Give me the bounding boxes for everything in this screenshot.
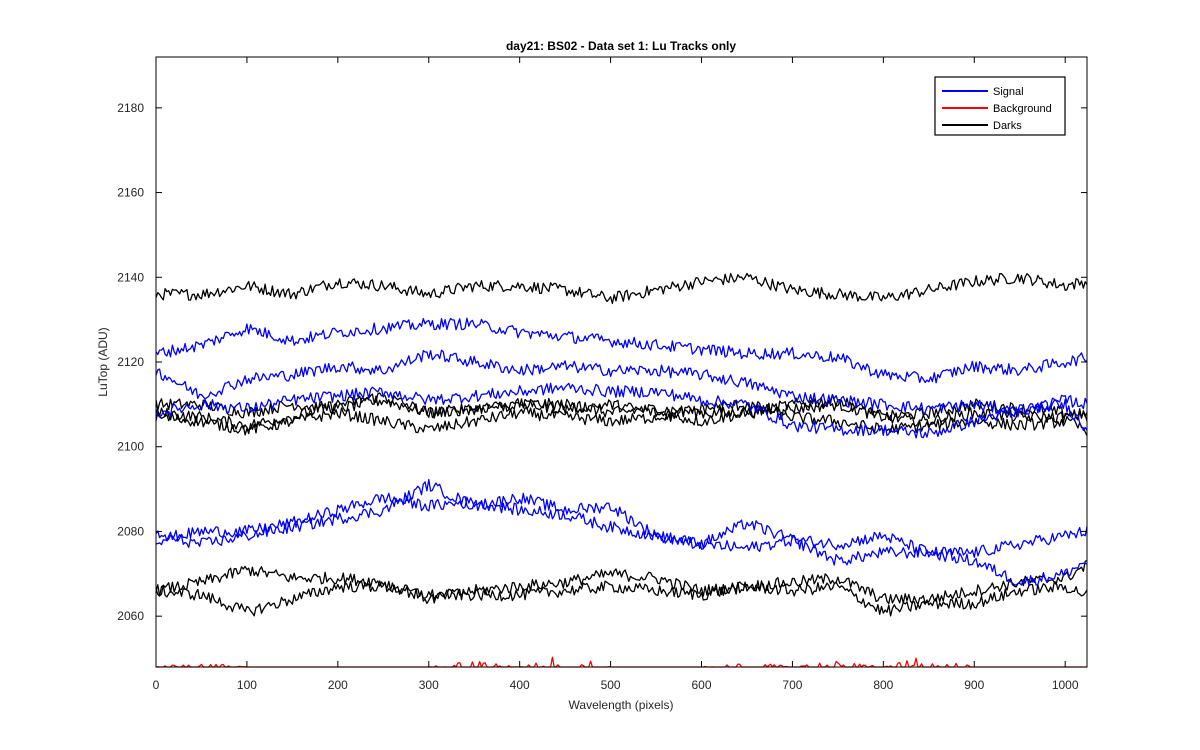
y-tick-label: 2140 <box>117 270 144 284</box>
series-line-signal-2 <box>155 382 1088 439</box>
series-line-signal-1 <box>155 349 1088 418</box>
x-tick-label: 1000 <box>1052 678 1079 692</box>
series-line-darks-8 <box>155 392 1088 431</box>
x-tick-label: 300 <box>419 678 439 692</box>
x-tick-label: 400 <box>510 678 530 692</box>
series-line-darks-11 <box>155 580 1088 617</box>
x-tick-label: 100 <box>237 678 257 692</box>
x-axis: 0 100 200 300 400 500 600 700 800 900 1000 <box>153 57 1079 692</box>
x-tick-label: 500 <box>601 678 621 692</box>
series-line-darks-10 <box>155 559 1088 606</box>
y-tick-label: 2080 <box>117 524 144 538</box>
x-tick-label: 800 <box>873 678 893 692</box>
y-axis-label: LuTop (ADU) <box>96 327 110 396</box>
x-tick-label: 0 <box>153 678 160 692</box>
series-line-signal-4 <box>155 478 1088 586</box>
y-tick-label: 2180 <box>117 101 144 115</box>
series-line-darks-7 <box>155 395 1088 422</box>
x-tick-label: 900 <box>964 678 984 692</box>
plot-area <box>156 57 1087 667</box>
x-tick-label: 700 <box>782 678 802 692</box>
y-tick-label: 2060 <box>117 609 144 623</box>
y-tick-label: 2100 <box>117 440 144 454</box>
x-tick-label: 200 <box>328 678 348 692</box>
legend-label-signal: Signal <box>993 86 1024 98</box>
x-axis-label: Wavelength (pixels) <box>569 698 674 712</box>
y-tick-label: 2160 <box>117 186 144 200</box>
series-line-darks-9 <box>155 399 1088 436</box>
series-layer <box>155 272 1088 668</box>
legend: Signal Background Darks <box>934 76 1066 136</box>
x-tick-label: 600 <box>691 678 711 692</box>
legend-label-darks: Darks <box>993 120 1022 132</box>
legend-label-background: Background <box>993 103 1052 115</box>
series-line-signal-0 <box>155 317 1088 384</box>
y-axis: 2060 2080 2100 2120 2140 2160 2180 <box>117 101 1087 623</box>
series-line-darks-6 <box>155 272 1088 305</box>
y-tick-label: 2120 <box>117 355 144 369</box>
chart-title: day21: BS02 - Data set 1: Lu Tracks only <box>506 39 736 53</box>
